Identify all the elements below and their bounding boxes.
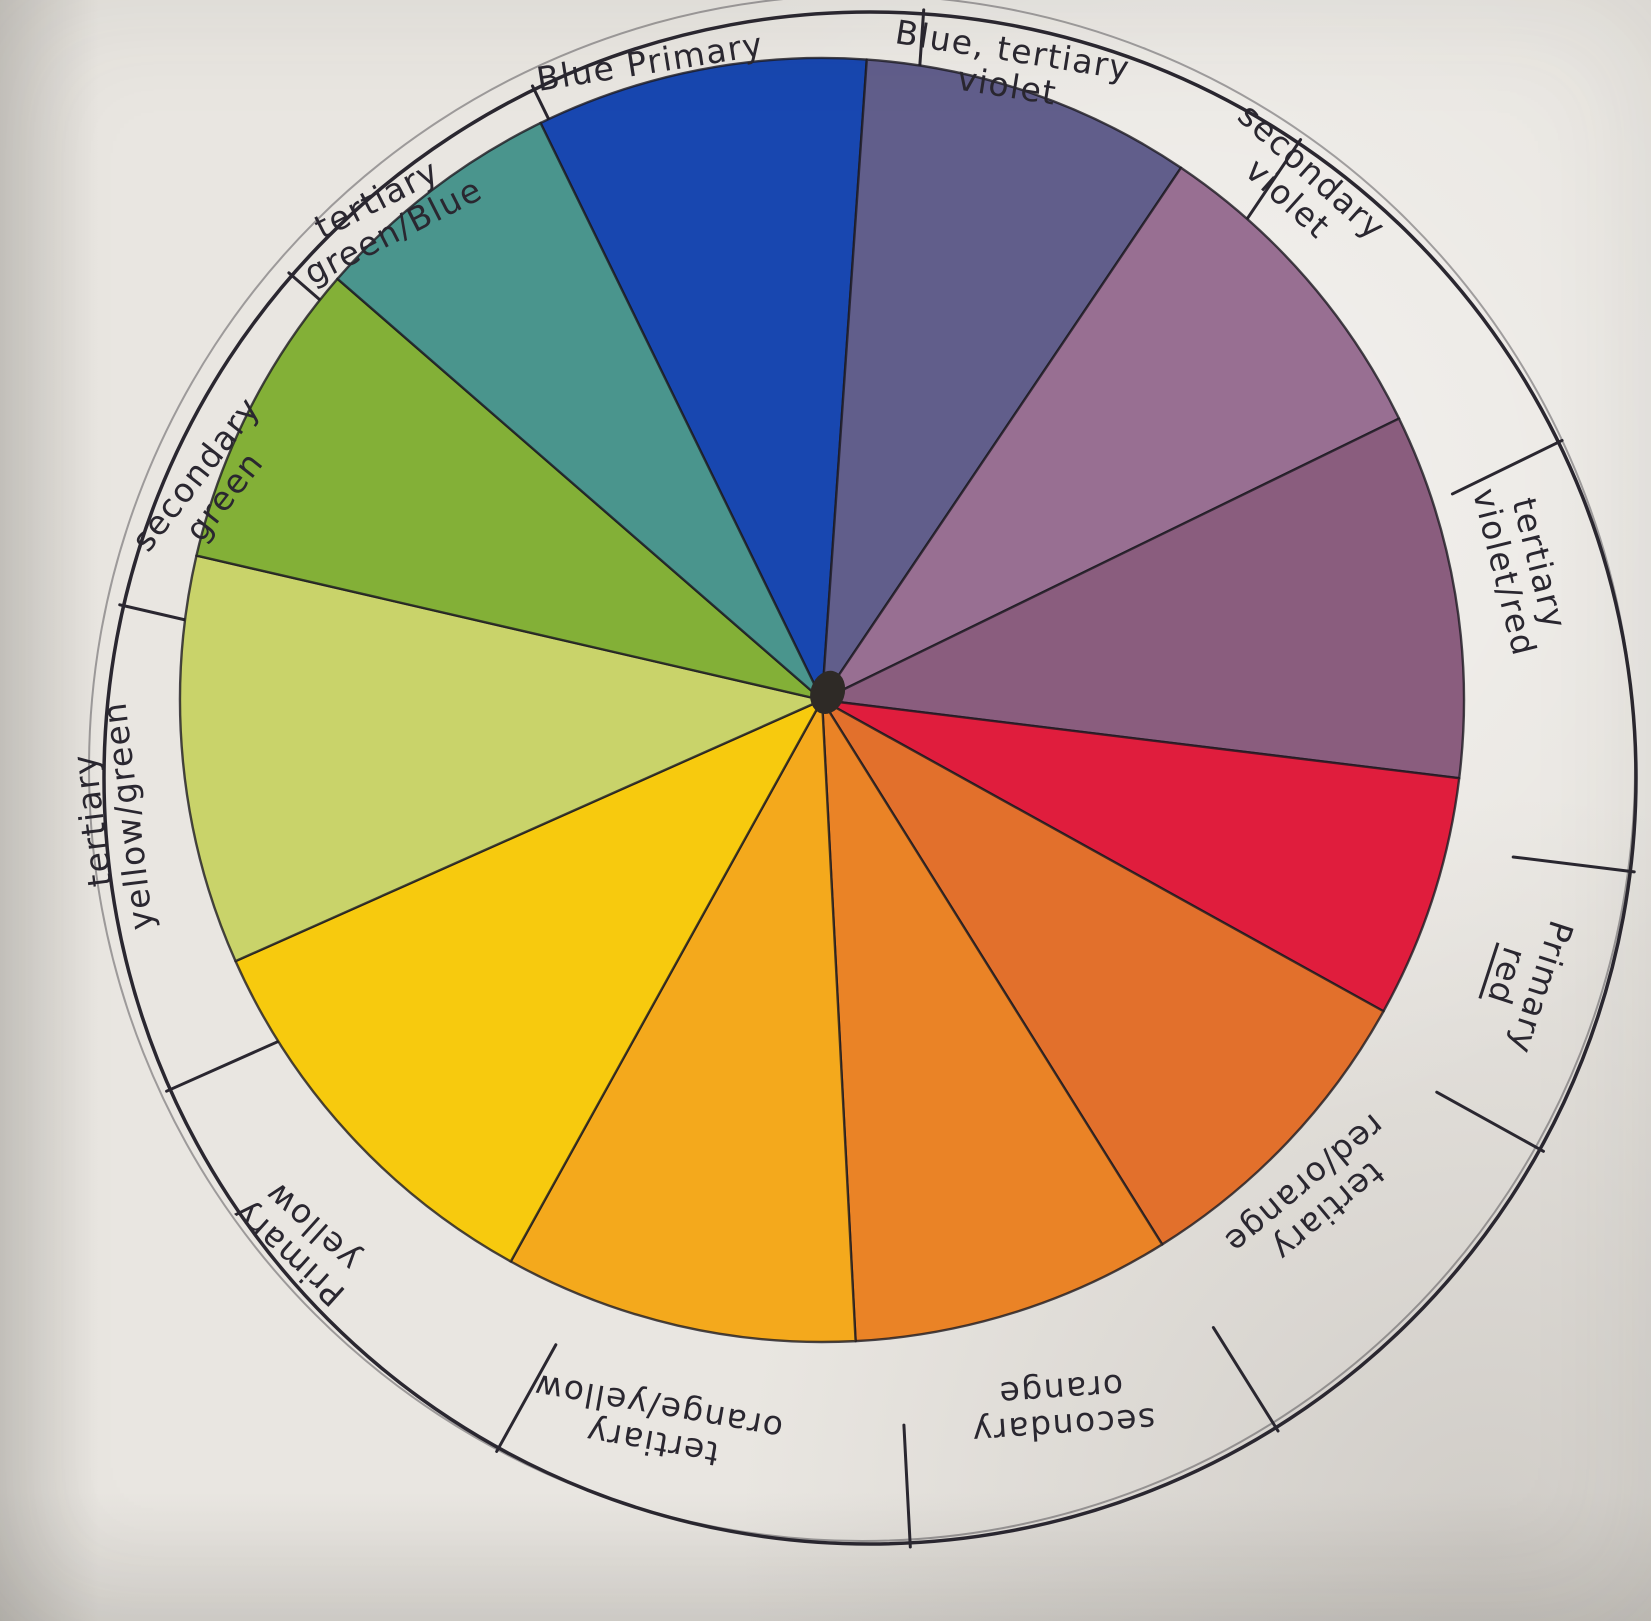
outer-ring (102, 10, 1638, 1546)
wheel-segment-violet (820, 166, 1401, 702)
wheel-segment-yellow-green (178, 554, 824, 963)
wheel-segment-yellow (234, 698, 824, 1263)
ring-tick-red (1511, 855, 1636, 874)
ring-tick-yellow (495, 1343, 558, 1453)
wheel-segment-blue (539, 56, 868, 702)
wheel-segment-green (195, 277, 824, 702)
wheel-segment-red (820, 698, 1461, 1013)
wheel-segment-red-violet (820, 417, 1466, 780)
ring-tick-yellow-green (165, 1040, 280, 1093)
ring-label-secondary-orange: secondary orange (969, 1366, 1157, 1452)
wheel-segment-red-orange (820, 698, 1385, 1246)
wheel-segment-blue-green (336, 121, 824, 702)
wheel-center-blob (810, 670, 846, 714)
wheel-segment-orange (820, 698, 1164, 1343)
wheel-segment-yellow-orange (509, 698, 857, 1344)
wheel-segment-blue-violet (820, 58, 1183, 702)
ring-tick-orange (1211, 1326, 1280, 1433)
ring-tick-red-orange (1435, 1090, 1545, 1153)
outer-ring-retrace (88, 0, 1636, 1542)
ring-tick-yellow-orange (902, 1423, 912, 1549)
ring-tick-red-violet (1450, 438, 1564, 496)
